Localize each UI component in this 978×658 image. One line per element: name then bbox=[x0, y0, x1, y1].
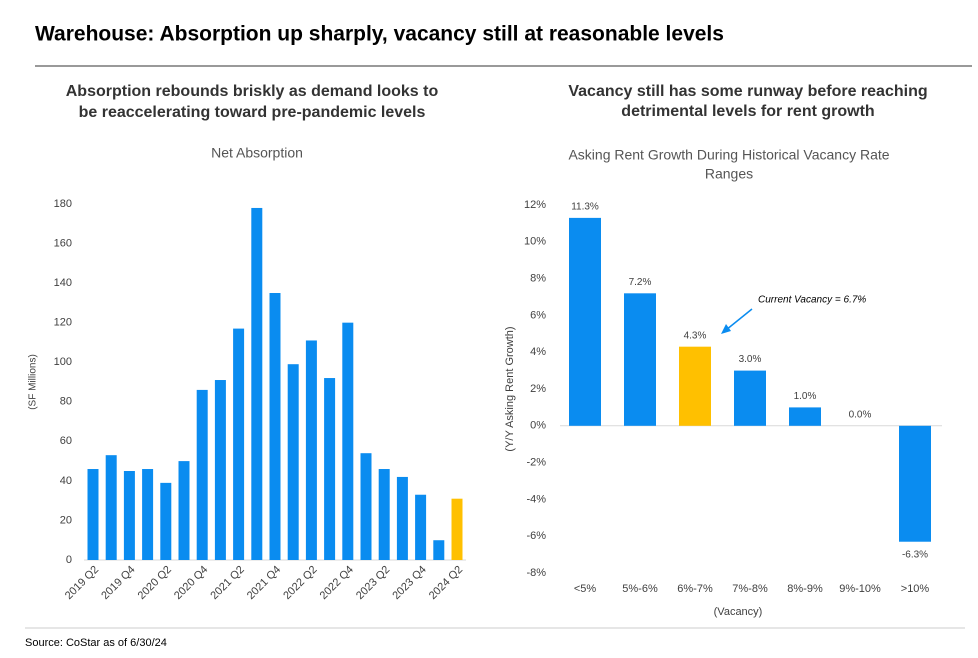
x-tick-label: 2021 Q4 bbox=[245, 564, 283, 602]
x-tick-label: 8%-9% bbox=[787, 583, 823, 595]
bar bbox=[87, 469, 99, 560]
chart-title: Ranges bbox=[705, 166, 753, 182]
bar bbox=[160, 482, 172, 560]
bar bbox=[679, 346, 711, 426]
x-tick-label: 2022 Q4 bbox=[318, 564, 356, 602]
bar bbox=[396, 476, 408, 560]
data-label: 11.3% bbox=[571, 202, 599, 213]
bar bbox=[433, 540, 445, 560]
chart-heading: detrimental levels for rent growth bbox=[621, 103, 874, 120]
bar bbox=[569, 217, 601, 426]
bar bbox=[123, 471, 135, 560]
y-tick-label: 20 bbox=[60, 514, 72, 526]
y-tick-label: 40 bbox=[60, 475, 72, 487]
y-tick-label: 6% bbox=[530, 309, 546, 321]
x-tick-label: 7%-8% bbox=[732, 583, 768, 595]
bar bbox=[105, 455, 117, 560]
data-label: -6.3% bbox=[902, 549, 928, 560]
bar bbox=[451, 498, 463, 560]
y-tick-label: 8% bbox=[530, 273, 546, 285]
bar bbox=[789, 407, 821, 426]
bar bbox=[178, 461, 190, 560]
bar bbox=[324, 378, 336, 560]
source: Source: CoStar as of 6/30/24 bbox=[25, 637, 167, 649]
x-tick-label: 2024 Q2 bbox=[427, 564, 465, 602]
data-label: 4.3% bbox=[684, 330, 707, 341]
bar bbox=[251, 207, 263, 560]
x-tick-label: 2021 Q2 bbox=[208, 564, 246, 602]
annotation-arrow bbox=[725, 308, 753, 331]
x-tick-label: 2023 Q4 bbox=[390, 564, 428, 602]
x-tick-label: 2020 Q4 bbox=[172, 564, 210, 602]
x-tick-label: 5%-6% bbox=[622, 583, 658, 595]
x-tick-label: 6%-7% bbox=[677, 583, 713, 595]
y-tick-label: -2% bbox=[526, 457, 546, 469]
data-label: 1.0% bbox=[794, 391, 817, 402]
bar bbox=[624, 293, 656, 426]
y-tick-label: 100 bbox=[54, 356, 72, 368]
bar bbox=[378, 469, 390, 560]
annotation-arrowhead bbox=[721, 324, 731, 334]
y-axis-label: (Y/Y Asking Rent Growth) bbox=[504, 326, 516, 451]
x-tick-label: 9%-10% bbox=[839, 583, 881, 595]
x-tick-label: 2022 Q2 bbox=[281, 564, 319, 602]
bar bbox=[142, 469, 154, 560]
bar bbox=[305, 340, 317, 560]
x-tick-label: 2019 Q2 bbox=[63, 564, 101, 602]
y-tick-label: 160 bbox=[54, 237, 72, 249]
y-tick-label: 10% bbox=[524, 236, 546, 248]
x-axis-label: (Vacancy) bbox=[714, 606, 763, 618]
data-label: 0.0% bbox=[849, 409, 872, 420]
x-tick-label: 2023 Q2 bbox=[354, 564, 392, 602]
y-tick-label: 0% bbox=[530, 420, 546, 432]
y-tick-label: 4% bbox=[530, 346, 546, 358]
y-tick-label: -8% bbox=[526, 567, 546, 579]
x-tick-label: 2020 Q2 bbox=[136, 564, 174, 602]
chart-heading: be reaccelerating toward pre-pandemic le… bbox=[79, 104, 426, 121]
bar bbox=[287, 364, 299, 560]
y-tick-label: 12% bbox=[524, 199, 546, 211]
data-label: 3.0% bbox=[739, 354, 762, 365]
bar bbox=[360, 453, 372, 560]
x-tick-label: <5% bbox=[574, 583, 597, 595]
chart-title: Net Absorption bbox=[211, 145, 303, 161]
bar bbox=[196, 389, 208, 560]
y-tick-label: 180 bbox=[54, 198, 72, 210]
bar bbox=[214, 380, 226, 560]
bar bbox=[269, 293, 281, 560]
bar bbox=[233, 328, 245, 560]
chart-heading: Vacancy still has some runway before rea… bbox=[568, 83, 927, 100]
y-tick-label: 2% bbox=[530, 383, 546, 395]
x-tick-label: >10% bbox=[901, 583, 930, 595]
x-tick-label: 2019 Q4 bbox=[99, 564, 137, 602]
y-tick-label: 120 bbox=[54, 317, 72, 329]
y-tick-label: -4% bbox=[526, 493, 546, 505]
bar bbox=[734, 370, 766, 426]
chart-heading: Absorption rebounds briskly as demand lo… bbox=[66, 83, 439, 100]
y-tick-label: 80 bbox=[60, 396, 72, 408]
bar bbox=[899, 425, 931, 542]
y-tick-label: 140 bbox=[54, 277, 72, 289]
y-tick-label: -6% bbox=[526, 530, 546, 542]
bar bbox=[342, 322, 354, 560]
data-label: 7.2% bbox=[629, 277, 652, 288]
annotation: Current Vacancy = 6.7% bbox=[758, 295, 866, 306]
y-tick-label: 0 bbox=[66, 554, 72, 566]
bar bbox=[415, 494, 427, 560]
y-axis-label: (SF Millions) bbox=[28, 354, 39, 410]
chart-title: Asking Rent Growth During Historical Vac… bbox=[568, 147, 889, 163]
slide-title: Warehouse: Absorption up sharply, vacanc… bbox=[35, 23, 724, 46]
y-tick-label: 60 bbox=[60, 435, 72, 447]
